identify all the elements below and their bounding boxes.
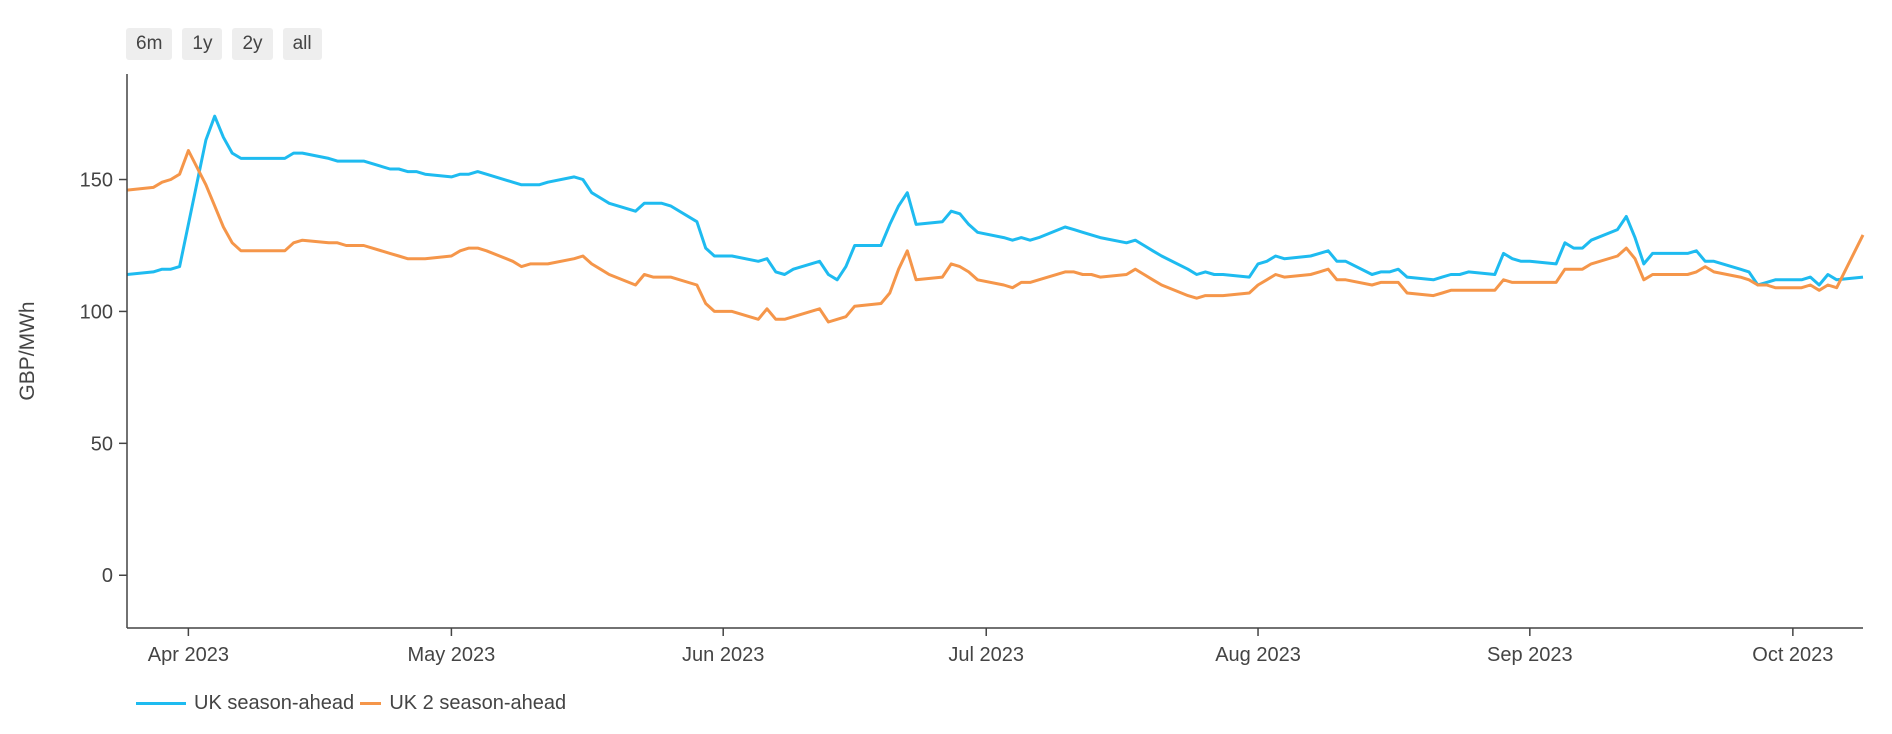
plot-area (126, 114, 1865, 324)
y-tick-label: 150 (80, 170, 113, 192)
x-tick-label: Apr 2023 (148, 644, 229, 666)
legend-item-uk-season-ahead[interactable]: UK season-ahead (136, 692, 354, 715)
x-tick-label: Jun 2023 (682, 644, 764, 666)
legend: UK season-ahead UK 2 season-ahead (136, 692, 636, 715)
legend-label: UK season-ahead (194, 692, 355, 714)
series-line-uk-2-season-ahead[interactable] (126, 149, 1865, 324)
range-button-6m[interactable]: 6m (126, 28, 173, 60)
x-tick-label: Oct 2023 (1752, 644, 1833, 666)
range-button-2y[interactable]: 2y (232, 28, 273, 60)
y-axis: 0 50 100 150 (80, 74, 128, 628)
y-tick-label: 50 (91, 433, 113, 455)
y-tick-label: 100 (80, 301, 113, 323)
legend-label: UK 2 season-ahead (389, 692, 567, 714)
x-axis: Apr 2023 May 2023 Jun 2023 Jul 2023 Aug 2023… (127, 627, 1863, 666)
range-button-all[interactable]: all (282, 28, 322, 60)
legend-item-uk-2-season-ahead[interactable]: UK 2 season-ahead (360, 692, 566, 715)
legend-swatch (360, 702, 382, 705)
x-tick-label: Jul 2023 (948, 644, 1024, 666)
legend-swatch (136, 702, 186, 705)
x-tick-label: May 2023 (407, 644, 495, 666)
range-selector: 6m 1y 2y all (126, 28, 322, 60)
range-button-1y[interactable]: 1y (182, 28, 223, 60)
y-tick-label: 0 (102, 565, 113, 587)
series-line-uk-season-ahead[interactable] (126, 114, 1864, 287)
x-tick-label: Sep 2023 (1487, 644, 1573, 666)
y-axis-label: GBP/MWh (16, 301, 39, 400)
x-tick-label: Aug 2023 (1215, 644, 1301, 666)
